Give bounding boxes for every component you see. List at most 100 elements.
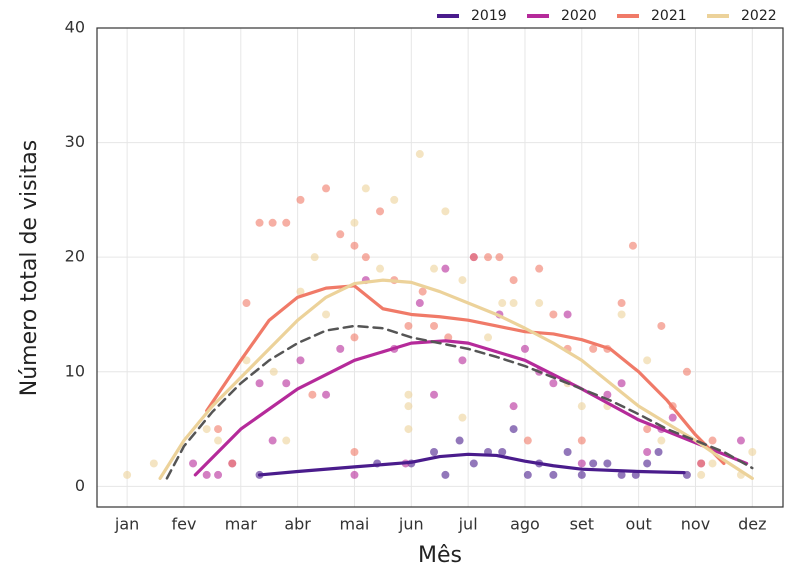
point bbox=[617, 379, 626, 388]
point bbox=[589, 459, 598, 468]
point bbox=[214, 425, 223, 434]
point bbox=[549, 470, 558, 479]
point bbox=[657, 321, 666, 330]
point bbox=[657, 436, 666, 445]
legend-label: 2019 bbox=[471, 8, 507, 24]
smooth-line bbox=[158, 278, 754, 480]
point bbox=[484, 333, 493, 342]
point bbox=[509, 299, 518, 308]
point bbox=[282, 379, 291, 388]
point bbox=[336, 230, 345, 239]
point bbox=[441, 207, 450, 216]
point bbox=[415, 150, 424, 159]
point bbox=[484, 253, 493, 262]
point bbox=[643, 356, 652, 365]
point bbox=[617, 310, 626, 319]
point bbox=[430, 447, 439, 456]
point bbox=[430, 264, 439, 273]
point bbox=[268, 436, 277, 445]
point bbox=[643, 425, 652, 434]
point bbox=[310, 253, 319, 262]
point bbox=[336, 344, 345, 353]
point bbox=[455, 436, 464, 445]
point bbox=[563, 447, 572, 456]
point bbox=[498, 447, 507, 456]
y-tick-label: 0 bbox=[75, 476, 85, 495]
point bbox=[242, 356, 251, 365]
point bbox=[282, 436, 291, 445]
point bbox=[189, 459, 198, 468]
point bbox=[296, 356, 305, 365]
smooth-line bbox=[257, 452, 686, 477]
point bbox=[322, 184, 331, 193]
point bbox=[296, 287, 305, 296]
point bbox=[628, 241, 637, 250]
point bbox=[523, 436, 532, 445]
point bbox=[282, 218, 291, 227]
point bbox=[430, 321, 439, 330]
point bbox=[350, 333, 359, 342]
point bbox=[123, 470, 132, 479]
point bbox=[708, 436, 717, 445]
point bbox=[458, 413, 467, 422]
point bbox=[430, 390, 439, 399]
point bbox=[577, 470, 586, 479]
point bbox=[376, 207, 385, 216]
point bbox=[617, 470, 626, 479]
point bbox=[509, 276, 518, 285]
y-tick-label: 30 bbox=[65, 132, 85, 151]
point bbox=[404, 321, 413, 330]
point bbox=[498, 299, 507, 308]
point bbox=[242, 299, 251, 308]
point bbox=[322, 310, 331, 319]
y-axis-label: Número total de visitas bbox=[17, 140, 42, 396]
x-tick-label: fev bbox=[171, 515, 196, 534]
point bbox=[214, 436, 223, 445]
point bbox=[509, 425, 518, 434]
point bbox=[654, 447, 663, 456]
point bbox=[350, 470, 359, 479]
point bbox=[202, 425, 211, 434]
point bbox=[149, 459, 158, 468]
point bbox=[520, 344, 529, 353]
point bbox=[577, 459, 586, 468]
point bbox=[603, 390, 612, 399]
point bbox=[269, 367, 278, 376]
point bbox=[549, 379, 558, 388]
point bbox=[350, 241, 359, 250]
legend-label: 2022 bbox=[741, 8, 777, 24]
point bbox=[708, 459, 717, 468]
point bbox=[577, 436, 586, 445]
point bbox=[376, 264, 385, 273]
x-tick-label: jun bbox=[398, 515, 424, 534]
x-tick-label: mar bbox=[225, 515, 257, 534]
point bbox=[350, 218, 359, 227]
point bbox=[617, 299, 626, 308]
point bbox=[577, 402, 586, 411]
point bbox=[523, 470, 532, 479]
x-tick-label: out bbox=[626, 515, 652, 534]
x-tick-label: nov bbox=[681, 515, 710, 534]
legend-label: 2021 bbox=[651, 8, 687, 24]
point bbox=[322, 390, 331, 399]
point bbox=[390, 195, 399, 204]
point bbox=[643, 459, 652, 468]
legend-label: 2020 bbox=[561, 8, 597, 24]
x-tick-label: ago bbox=[510, 515, 540, 534]
point bbox=[404, 425, 413, 434]
point bbox=[404, 390, 413, 399]
plot-border bbox=[96, 27, 784, 508]
point bbox=[458, 356, 467, 365]
point bbox=[308, 390, 317, 399]
point bbox=[441, 264, 450, 273]
point bbox=[214, 470, 223, 479]
point bbox=[697, 470, 706, 479]
point bbox=[202, 470, 211, 479]
point bbox=[228, 459, 237, 468]
x-tick-label: mai bbox=[340, 515, 370, 534]
point bbox=[603, 459, 612, 468]
point bbox=[469, 459, 478, 468]
point bbox=[255, 379, 264, 388]
point bbox=[415, 299, 424, 308]
